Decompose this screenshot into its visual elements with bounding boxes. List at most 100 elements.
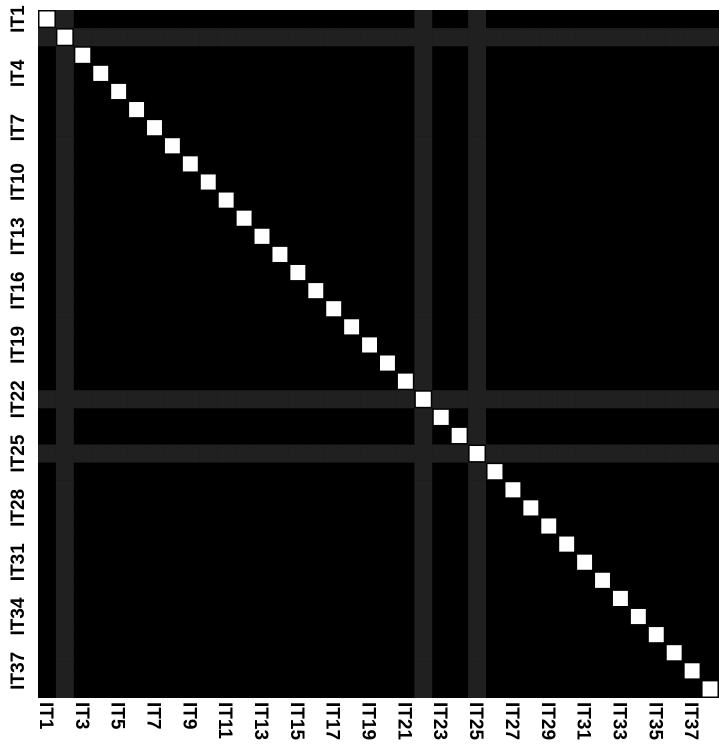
diagonal-cell-IT37	[684, 663, 700, 679]
cell-IT25-IT8	[163, 444, 182, 463]
cell-IT18-IT2	[55, 317, 74, 336]
row-tick-label: IT13	[8, 217, 29, 255]
cell-IT32-IT22	[414, 571, 433, 590]
cell-IT18-IT22	[414, 317, 433, 336]
cell-IT2-IT33	[611, 28, 630, 47]
diagonal-cell-IT9	[182, 156, 198, 172]
cell-IT2-IT32	[593, 28, 612, 47]
cell-IT2-IT11	[217, 28, 236, 47]
row-tick-label: IT1	[8, 5, 29, 33]
diagonal-cell-IT19	[362, 337, 377, 353]
cell-IT7-IT2	[55, 118, 74, 137]
diagonal-cell-IT33	[612, 590, 628, 606]
cell-IT22-IT28	[521, 390, 540, 409]
col-tick-label: IT11	[214, 702, 235, 739]
cell-IT27-IT2	[55, 480, 74, 499]
cell-IT25-IT6	[127, 444, 146, 463]
cell-IT2-IT34	[629, 28, 648, 47]
cell-IT26-IT25	[468, 462, 487, 481]
cell-IT25-IT9	[181, 444, 200, 463]
diagonal-cell-IT2	[57, 29, 73, 45]
cell-IT20-IT25	[468, 354, 487, 373]
cell-IT15-IT25	[468, 263, 487, 282]
cell-IT7-IT25	[468, 118, 487, 137]
col-tick-label: IT29	[537, 702, 558, 740]
cell-IT2-IT14	[270, 28, 289, 47]
cell-IT25-IT26	[486, 444, 504, 463]
col-tick-label: IT21	[393, 702, 414, 740]
col-tick-label: IT13	[250, 702, 271, 740]
diagonal-cell-IT7	[147, 120, 162, 136]
cell-IT22-IT1	[38, 390, 56, 409]
cell-IT25-IT20	[378, 444, 397, 463]
col-tick-label: IT15	[286, 702, 307, 740]
cell-IT37-IT25	[468, 661, 487, 680]
cell-IT22-IT30	[557, 390, 576, 409]
diagonal-cell-IT38	[702, 681, 718, 697]
col-tick-label: IT23	[429, 702, 450, 740]
row-tick-label: IT16	[8, 272, 29, 310]
cell-IT16-IT22	[414, 281, 433, 300]
cell-IT31-IT22	[414, 553, 433, 572]
cell-IT2-IT31	[575, 28, 594, 47]
cell-IT2-IT12	[235, 28, 254, 47]
cell-IT25-IT32	[593, 444, 612, 463]
cell-IT10-IT22	[414, 172, 433, 192]
cell-IT25-IT34	[629, 444, 648, 463]
cell-IT29-IT2	[55, 516, 74, 536]
cell-IT38-IT2	[55, 679, 74, 698]
heatmap-cells	[38, 10, 719, 698]
cell-IT34-IT25	[468, 607, 487, 626]
cell-IT2-IT27	[503, 28, 522, 47]
cell-IT12-IT25	[468, 209, 487, 228]
cell-IT25-IT27	[503, 444, 522, 463]
diagonal-cell-IT6	[129, 102, 145, 118]
diagonal-cell-IT10	[200, 174, 216, 190]
cell-IT38-IT25	[468, 679, 487, 698]
diagonal-cell-IT13	[254, 228, 270, 244]
cell-IT16-IT2	[55, 281, 74, 300]
cell-IT22-IT36	[665, 390, 684, 409]
cell-IT2-IT36	[665, 28, 684, 47]
diagonal-cell-IT18	[344, 319, 360, 335]
cell-IT5-IT22	[414, 82, 433, 101]
cell-IT2-IT23	[432, 28, 451, 47]
cell-IT26-IT2	[55, 462, 74, 481]
cell-IT28-IT22	[414, 498, 433, 517]
cell-IT2-IT29	[539, 28, 558, 47]
cell-IT25-IT16	[306, 444, 325, 463]
cell-IT2-IT13	[253, 28, 271, 47]
cell-IT24-IT25	[468, 426, 487, 445]
cell-IT4-IT22	[414, 64, 433, 83]
cell-IT22-IT7	[145, 390, 164, 409]
diagonal-cell-IT24	[451, 427, 467, 444]
cell-IT21-IT25	[468, 372, 487, 391]
cell-IT12-IT22	[414, 209, 433, 228]
cell-IT2-IT25	[468, 28, 487, 47]
cell-IT9-IT25	[468, 154, 487, 173]
cell-IT2-IT8	[163, 28, 182, 47]
cell-IT2-IT1	[38, 28, 56, 47]
cell-IT25-IT28	[521, 444, 540, 463]
cell-IT17-IT2	[55, 299, 74, 318]
row-tick-label: IT28	[8, 489, 29, 527]
cell-IT29-IT25	[468, 516, 487, 536]
cell-IT30-IT22	[414, 535, 433, 554]
cell-IT36-IT22	[414, 643, 433, 662]
cell-IT2-IT9	[181, 28, 200, 47]
diagonal-cell-IT25	[469, 446, 485, 462]
cell-IT19-IT25	[468, 335, 487, 354]
row-tick-labels: IT1 IT4 IT7 IT10 IT13 IT16 IT19 IT22 IT25 IT28 IT3…	[8, 5, 29, 690]
diagonal-cell-IT28	[523, 500, 539, 516]
cell-IT2-IT37	[683, 28, 702, 47]
cell-IT17-IT25	[468, 299, 487, 318]
cell-IT8-IT2	[55, 136, 74, 155]
diagonal-cell-IT23	[433, 409, 449, 425]
row-tick-label: IT31	[8, 543, 29, 581]
diagonal-cell-IT30	[559, 536, 575, 552]
diagonal-cell-IT16	[308, 283, 324, 299]
cell-IT35-IT22	[414, 625, 433, 644]
cell-IT30-IT2	[55, 535, 74, 554]
cell-IT2-IT19	[360, 28, 379, 47]
diagonal-cell-IT11	[218, 192, 234, 208]
